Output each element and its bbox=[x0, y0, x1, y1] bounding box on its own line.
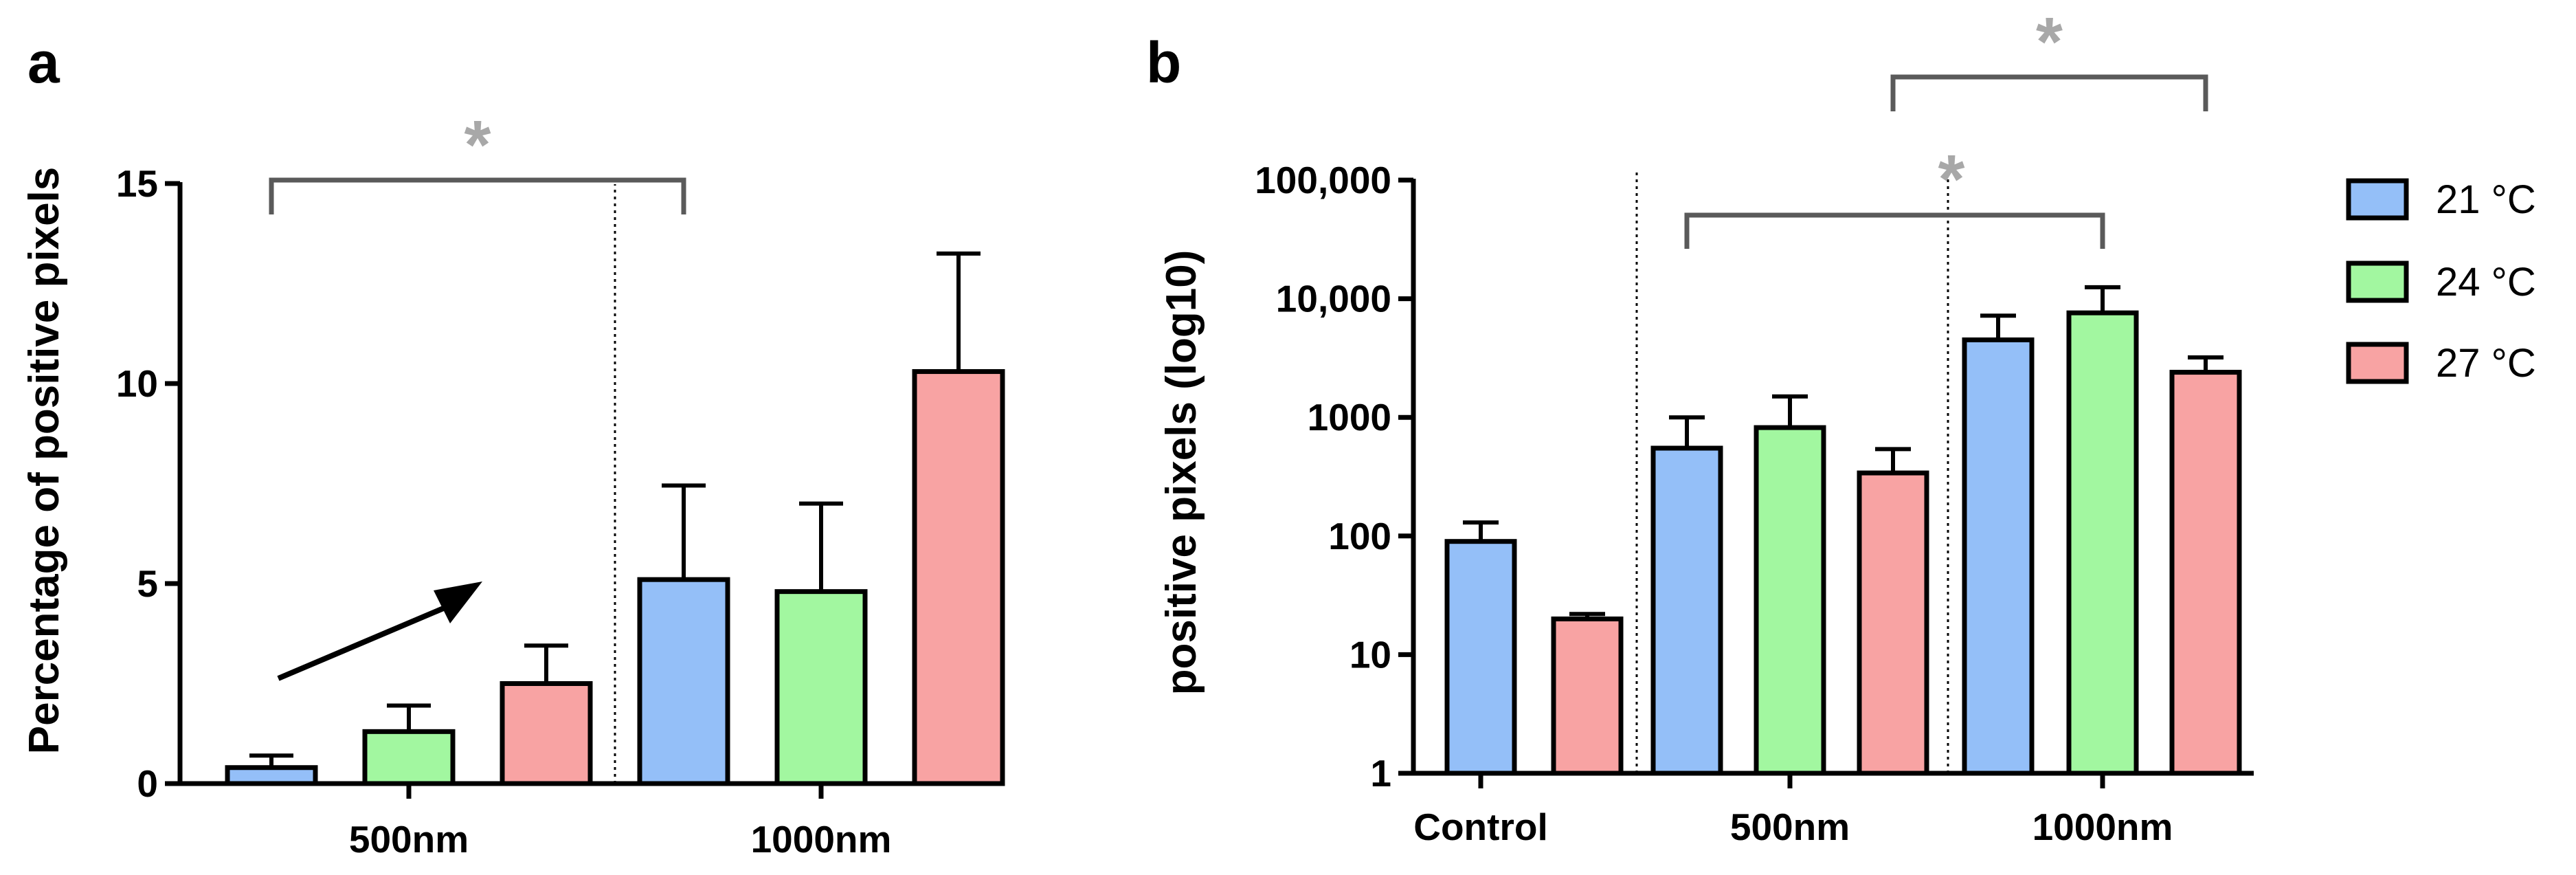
panel-a-label: a bbox=[27, 30, 60, 95]
panel-b-significance-bracket bbox=[1684, 212, 2105, 249]
panel-b-significance-star: * bbox=[1938, 141, 1965, 218]
panel-b-y-tick-label: 10,000 bbox=[1276, 278, 1391, 320]
panel-b-x-category-label: 1000nm bbox=[2032, 806, 2173, 848]
legend-label: 21 °C bbox=[2436, 177, 2536, 222]
panel-a-bar bbox=[500, 681, 593, 786]
panel-b-bar bbox=[1754, 425, 1826, 776]
panel-b-x-category-label: 500nm bbox=[1730, 806, 1850, 848]
panel-a-significance-bracket bbox=[269, 177, 686, 214]
panel-b-bar bbox=[1962, 337, 2035, 776]
panel-a-trend-arrow-head bbox=[434, 582, 482, 623]
panel-b-bar bbox=[1444, 539, 1517, 776]
panel-a-y-tick-label: 5 bbox=[137, 562, 158, 605]
panel-b-x-category-label: Control bbox=[1413, 806, 1548, 848]
panel-a-x-category-label: 500nm bbox=[349, 818, 469, 861]
panel-a-y-tick-label: 10 bbox=[116, 362, 158, 405]
panel-a-bar bbox=[362, 729, 456, 786]
panel-b-y-tick-label: 10 bbox=[1349, 633, 1391, 676]
panel-b-bar bbox=[1857, 470, 1929, 776]
panel-b-significance-bracket bbox=[1890, 74, 2208, 111]
legend-swatch bbox=[2346, 342, 2409, 384]
panel-b-label: b bbox=[1146, 30, 1181, 95]
panel-b-bar bbox=[1650, 445, 1723, 776]
legend-swatch bbox=[2346, 178, 2409, 221]
panel-b-y-tick-label: 1000 bbox=[1308, 396, 1391, 439]
panel-a-y-axis-title: Percentage of positive pixels bbox=[21, 167, 68, 755]
panel-a-trend-arrow-shaft bbox=[277, 604, 448, 681]
legend-label: 24 °C bbox=[2436, 260, 2536, 304]
panel-a-y-tick-label: 15 bbox=[116, 162, 158, 205]
legend-swatch bbox=[2346, 261, 2409, 303]
panel-a-bar bbox=[774, 589, 868, 786]
panel-a-significance-star: * bbox=[464, 107, 491, 184]
panel-b-bar bbox=[1551, 616, 1624, 776]
panel-b-significance-star: * bbox=[2036, 3, 2063, 80]
panel-a-bar bbox=[912, 369, 1005, 786]
panel-b-y-axis-title: positive pixels (log10) bbox=[1158, 250, 1205, 696]
panel-b-bar bbox=[2169, 370, 2242, 776]
panel-b-y-tick-label: 1 bbox=[1370, 752, 1391, 795]
panel-a-x-category-label: 1000nm bbox=[751, 818, 892, 861]
panel-b-y-tick-label: 100,000 bbox=[1255, 159, 1391, 201]
legend-label: 27 °C bbox=[2436, 341, 2536, 386]
panel-b-bar bbox=[2066, 310, 2139, 776]
panel-b-y-tick-label: 100 bbox=[1328, 515, 1391, 557]
panel-a-y-tick-label: 0 bbox=[137, 762, 158, 805]
panel-a-bar bbox=[637, 577, 730, 786]
